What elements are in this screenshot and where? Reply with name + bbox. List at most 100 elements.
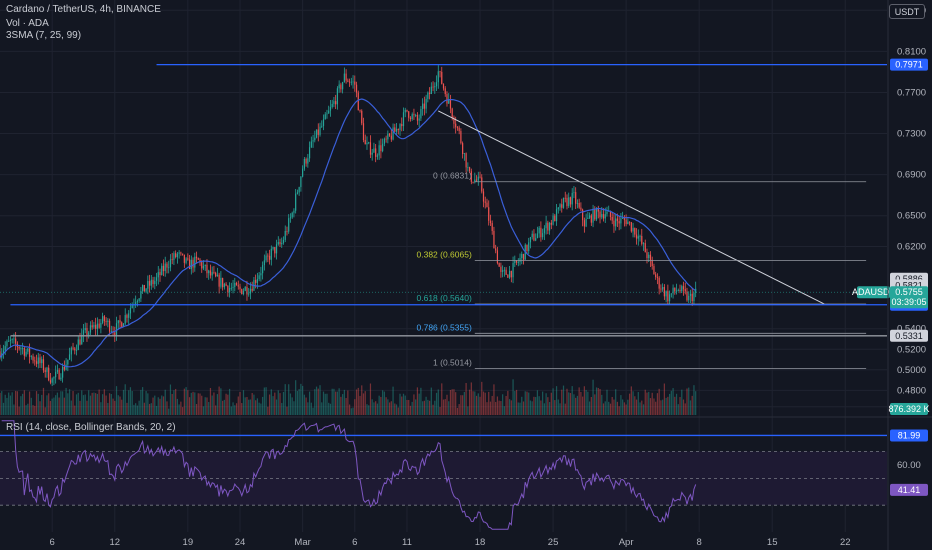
volume-bar <box>562 385 565 415</box>
volume-bar <box>213 392 215 415</box>
candle-body <box>550 222 552 225</box>
volume-bar <box>658 388 660 415</box>
candle-body <box>538 227 540 234</box>
candle-body <box>68 354 71 360</box>
volume-bar <box>357 387 359 415</box>
candle-body <box>453 117 455 124</box>
candle-body <box>303 158 305 169</box>
rsi-indicator-label: RSI (14, close, Bollinger Bands, 20, 2) <box>6 422 176 433</box>
volume-bar <box>18 406 20 415</box>
candle-body <box>465 153 467 168</box>
candle-body <box>201 261 203 269</box>
volume-bar <box>35 391 38 415</box>
candle-body <box>345 73 347 81</box>
candle-body <box>468 167 471 172</box>
volume-bar <box>655 401 657 415</box>
candle-body <box>284 231 286 240</box>
candle-body <box>599 211 601 218</box>
candle-body <box>686 291 688 301</box>
candle-body <box>430 86 432 95</box>
candle-body <box>2 350 5 354</box>
candle-body <box>653 266 655 275</box>
candle-body <box>62 366 64 378</box>
volume-bar <box>135 403 137 415</box>
volume-bar <box>263 387 265 415</box>
candle-body <box>413 114 415 116</box>
volume-bar <box>517 402 519 415</box>
volume-bar <box>488 391 490 415</box>
candle-body <box>622 218 624 219</box>
candle-body <box>496 250 499 264</box>
candle-body <box>228 288 231 293</box>
currency-selector-button[interactable]: USDT <box>889 4 925 19</box>
volume-bar <box>117 395 119 415</box>
volume-bar <box>211 395 213 415</box>
volume-bar <box>481 381 483 415</box>
volume-bar <box>576 395 579 415</box>
volume-bar <box>185 387 187 415</box>
candle-body <box>15 338 17 344</box>
volume-bar <box>51 398 53 415</box>
volume-bar <box>559 403 561 415</box>
candle-body <box>225 283 227 286</box>
candle-body <box>317 129 319 135</box>
volume-bar <box>209 387 212 415</box>
price-axis-tick-label: 0.6200 <box>897 242 926 253</box>
candle-body <box>663 286 665 297</box>
volume-bar <box>371 399 373 415</box>
volume-bar <box>486 402 488 415</box>
candle-body <box>422 103 424 109</box>
volume-bar <box>583 386 585 415</box>
volume-bar <box>91 392 93 415</box>
volume-bar <box>202 406 205 415</box>
candle-body <box>188 259 191 270</box>
candle-body <box>265 255 267 261</box>
candle-body <box>602 214 605 219</box>
candle-body <box>249 288 252 294</box>
volume-bar <box>58 397 60 415</box>
volume-bar <box>460 395 462 415</box>
candle-body <box>126 315 128 318</box>
candle-body <box>587 217 589 219</box>
candle-body <box>432 86 434 88</box>
candle-body <box>437 71 439 83</box>
candle-body <box>319 126 321 135</box>
candle-body <box>526 244 528 252</box>
candle-body <box>536 233 539 239</box>
volume-bar <box>114 400 116 415</box>
candle-body <box>470 171 472 182</box>
volume-bar <box>361 385 363 415</box>
volume-bar <box>41 394 43 415</box>
candle-body <box>655 274 657 278</box>
candle-body <box>63 366 65 370</box>
time-axis-tick-label: 25 <box>548 537 559 548</box>
volume-bar <box>588 401 591 415</box>
volume-bar <box>171 393 173 415</box>
time-axis-tick-label: 8 <box>697 537 702 548</box>
time-axis-tick-label: 11 <box>402 537 412 548</box>
volume-bar <box>175 388 177 415</box>
volume-bar <box>204 397 206 415</box>
candlesticks <box>0 65 697 386</box>
volume-bar <box>434 400 436 415</box>
volume-bar <box>161 395 163 415</box>
candle-body <box>150 279 152 286</box>
candle-body <box>300 176 302 188</box>
volume-bar <box>682 399 685 415</box>
volume-bar <box>552 388 554 415</box>
candle-body <box>4 346 6 351</box>
candle-body <box>615 218 617 227</box>
candle-body <box>448 99 450 104</box>
candle-body <box>310 141 312 148</box>
candle-body <box>656 277 659 278</box>
candle-body <box>119 320 121 323</box>
candle-body <box>206 264 208 274</box>
volume-bar <box>100 402 102 415</box>
volume-bar <box>402 393 405 415</box>
candle-body <box>474 179 476 183</box>
candle-body <box>601 214 603 218</box>
candle-body <box>623 218 625 220</box>
symbol-title: Cardano / TetherUS, 4h, BINANCE <box>6 4 161 15</box>
candle-body <box>347 80 349 82</box>
